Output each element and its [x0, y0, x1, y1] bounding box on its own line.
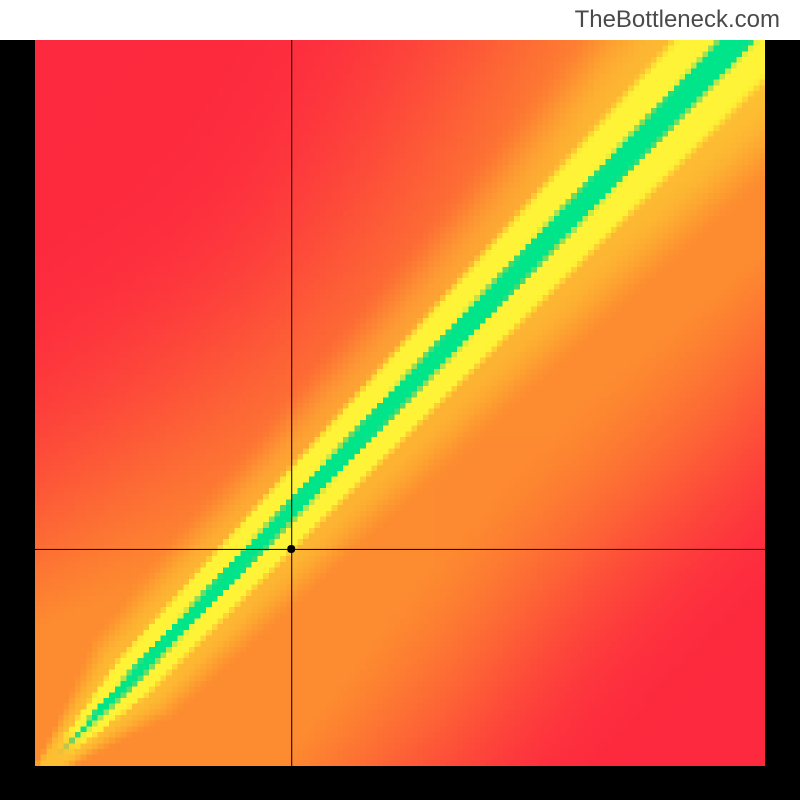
plot-area	[35, 40, 765, 766]
watermark-text: TheBottleneck.com	[575, 6, 780, 34]
chart-container: TheBottleneck.com	[0, 0, 800, 800]
outer-frame	[0, 40, 800, 800]
overlay-canvas	[35, 40, 765, 766]
